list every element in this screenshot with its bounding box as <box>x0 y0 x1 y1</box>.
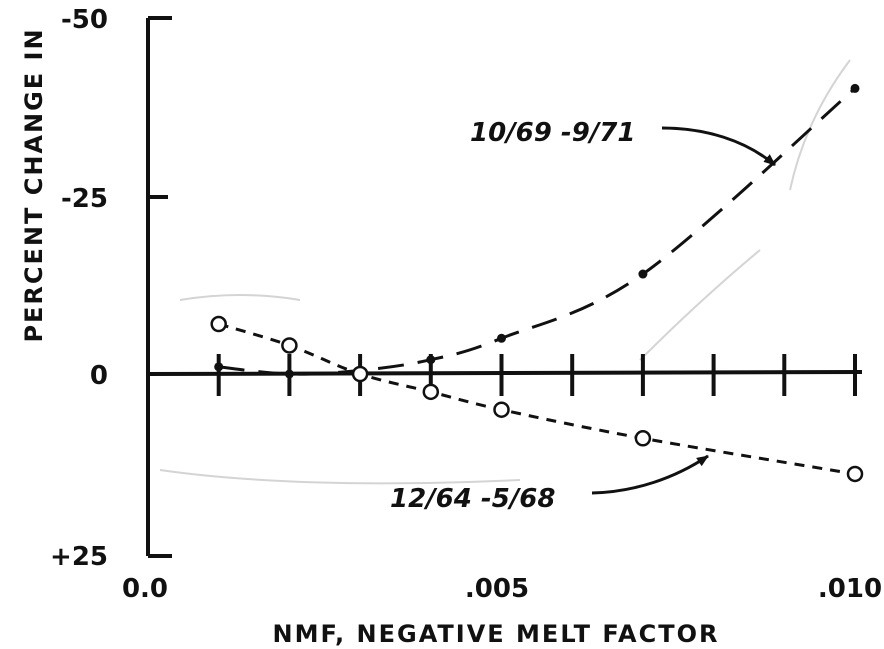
series-layer <box>210 83 864 483</box>
annotation-arrow-12-64 <box>591 454 709 495</box>
plot-area <box>146 16 864 558</box>
series-0-point-6 <box>850 83 860 93</box>
x-axis-title: NMF, NEGATIVE MELT FACTOR <box>273 620 720 648</box>
y-tick-labels: -50 -25 0 +25 <box>50 5 108 572</box>
series-1-point-0 <box>210 315 227 333</box>
bleed-through-artifacts <box>159 59 851 485</box>
series-1-point-2 <box>351 365 369 383</box>
series-label-12-64: 12/64 -5/68 <box>390 484 555 514</box>
series-0-point-1 <box>284 369 294 379</box>
y-tick-label-plus-25: +25 <box>50 542 108 572</box>
series-0-point-3 <box>426 355 436 365</box>
series-0-point-5 <box>638 269 648 279</box>
annotation-arrow-10-69 <box>661 126 776 167</box>
x-tick-label-005: .005 <box>465 574 529 604</box>
series-0-point-0 <box>214 362 224 372</box>
x-tick-labels: 0.0 .005 .010 <box>122 574 882 604</box>
annotation-12-64: 12/64 -5/68 <box>390 454 709 514</box>
x-tick-label-0: 0.0 <box>122 574 168 604</box>
y-axis-title: PERCENT CHANGE IN <box>20 27 48 342</box>
series-label-10-69: 10/69 -9/71 <box>470 118 635 148</box>
y-tick-label-minus-25: -25 <box>61 184 108 214</box>
series-1-point-4 <box>493 401 510 418</box>
series-1-point-1 <box>281 337 298 354</box>
y-tick-label-minus-50: -50 <box>61 5 108 35</box>
series-0-point-4 <box>497 333 506 343</box>
series-1-point-5 <box>634 430 652 447</box>
zero-line <box>147 370 863 376</box>
series-1-point-6 <box>846 465 864 483</box>
series-line-1 <box>218 322 856 476</box>
series-line-0 <box>218 87 856 376</box>
x-tick-label-010: .010 <box>818 574 882 604</box>
series-1-point-3 <box>422 383 440 401</box>
y-tick-label-zero: 0 <box>90 361 108 391</box>
annotation-10-69: 10/69 -9/71 <box>470 118 776 167</box>
